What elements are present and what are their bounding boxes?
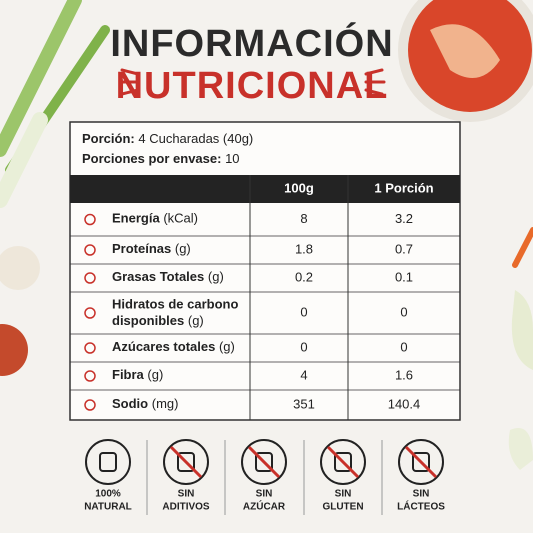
title-line2: NUTRICIONAL <box>116 65 389 107</box>
row-label: Fibra (g) <box>112 367 163 382</box>
row-unit: (mg) <box>152 396 179 411</box>
row-label: Azúcares totales (g) <box>112 339 235 354</box>
value-100g: 4 <box>300 367 307 382</box>
row-name: Fibra <box>112 367 145 382</box>
badge-circle <box>320 439 366 485</box>
value-portion: 140.4 <box>388 396 421 411</box>
row-icon <box>84 342 96 354</box>
serving: Porción: 4 Cucharadas (40g) <box>82 131 253 146</box>
row-unit: (g) <box>147 367 163 382</box>
badge-line2: NATURAL <box>84 502 132 513</box>
row-label: Energía (kCal) <box>112 211 198 226</box>
row-name: Azúcares totales <box>112 339 215 354</box>
value-100g: 1.8 <box>295 241 313 256</box>
value-100g: 0.2 <box>295 269 313 284</box>
badge-line1: SIN <box>178 489 195 500</box>
row-unit: (g) <box>188 313 204 328</box>
column-header: 1 Porción <box>374 180 433 195</box>
value-100g: 351 <box>293 396 315 411</box>
row-label: Sodio (mg) <box>112 396 178 411</box>
badge-line2: AZÚCAR <box>243 500 286 513</box>
badge-glyph <box>99 452 117 472</box>
table-header <box>70 175 460 203</box>
badge-line2: GLUTEN <box>322 502 363 513</box>
badge-line1: SIN <box>335 489 352 500</box>
chili-bowl-decoration <box>0 324 28 376</box>
badge-line1: SIN <box>413 489 430 500</box>
garlic-decoration <box>0 246 40 290</box>
row-icon <box>84 272 96 284</box>
row-icon <box>84 399 96 411</box>
value-100g: 0 <box>300 339 307 354</box>
row-icon <box>84 307 96 319</box>
row-name: Sodio <box>112 396 148 411</box>
badge-circle <box>241 439 287 485</box>
column-header: 100g <box>284 180 314 195</box>
row-name: disponibles <box>112 313 184 328</box>
scallion-decoration <box>0 0 110 208</box>
serving-label: Porción: <box>82 131 135 146</box>
table-frame <box>69 121 461 421</box>
cabbage-decoration <box>508 428 533 470</box>
servings: Porciones por envase: 10 <box>82 151 240 166</box>
row-unit: (g) <box>219 339 235 354</box>
serving-value: 4 Cucharadas (40g) <box>138 131 253 146</box>
row-unit: (g) <box>175 241 191 256</box>
value-portion: 3.2 <box>395 211 413 226</box>
row-icon <box>84 370 96 382</box>
badge-slash <box>247 445 281 479</box>
badge-slash <box>169 445 203 479</box>
badge-circle <box>85 439 131 485</box>
row-name: Energía <box>112 211 160 226</box>
row-icon <box>84 244 96 256</box>
badge-glyph <box>334 452 352 472</box>
value-portion: 0 <box>400 304 407 319</box>
kimchi-decoration <box>430 24 500 78</box>
value-portion: 0 <box>400 339 407 354</box>
badge-line2: LÁCTEOS <box>397 500 445 513</box>
badge-line2: ADITIVOS <box>162 502 210 513</box>
row-name: Proteínas <box>112 241 171 256</box>
cabbage-decoration <box>511 290 533 370</box>
servings-label: Porciones por envase: <box>82 151 221 166</box>
badge-glyph <box>255 452 273 472</box>
row-label: Proteínas (g) <box>112 241 191 256</box>
badge-slash <box>326 445 360 479</box>
title-decoration <box>118 68 386 96</box>
row-unit: (g) <box>208 269 224 284</box>
value-100g: 8 <box>300 211 307 226</box>
badge-line1: 100% <box>95 489 121 500</box>
row-unit: (kCal) <box>163 211 198 226</box>
row-icon <box>84 213 96 226</box>
badge-circle <box>163 439 209 485</box>
badge-circle <box>398 439 444 485</box>
row-name: Grasas Totales <box>112 269 204 284</box>
badge-glyph <box>177 452 195 472</box>
row-label: disponibles (g) <box>112 313 204 328</box>
carrot-decoration <box>512 227 533 268</box>
row-name: Hidratos de carbono <box>112 296 238 311</box>
value-portion: 0.7 <box>395 241 413 256</box>
row-label: Grasas Totales (g) <box>112 269 224 284</box>
value-portion: 0.1 <box>395 269 413 284</box>
badge-glyph <box>412 452 430 472</box>
title-line1: INFORMACIÓN <box>110 21 393 65</box>
value-100g: 0 <box>300 304 307 319</box>
value-portion: 1.6 <box>395 367 413 382</box>
badge-line1: SIN <box>256 489 273 500</box>
servings-value: 10 <box>225 151 239 166</box>
badge-slash <box>404 445 438 479</box>
